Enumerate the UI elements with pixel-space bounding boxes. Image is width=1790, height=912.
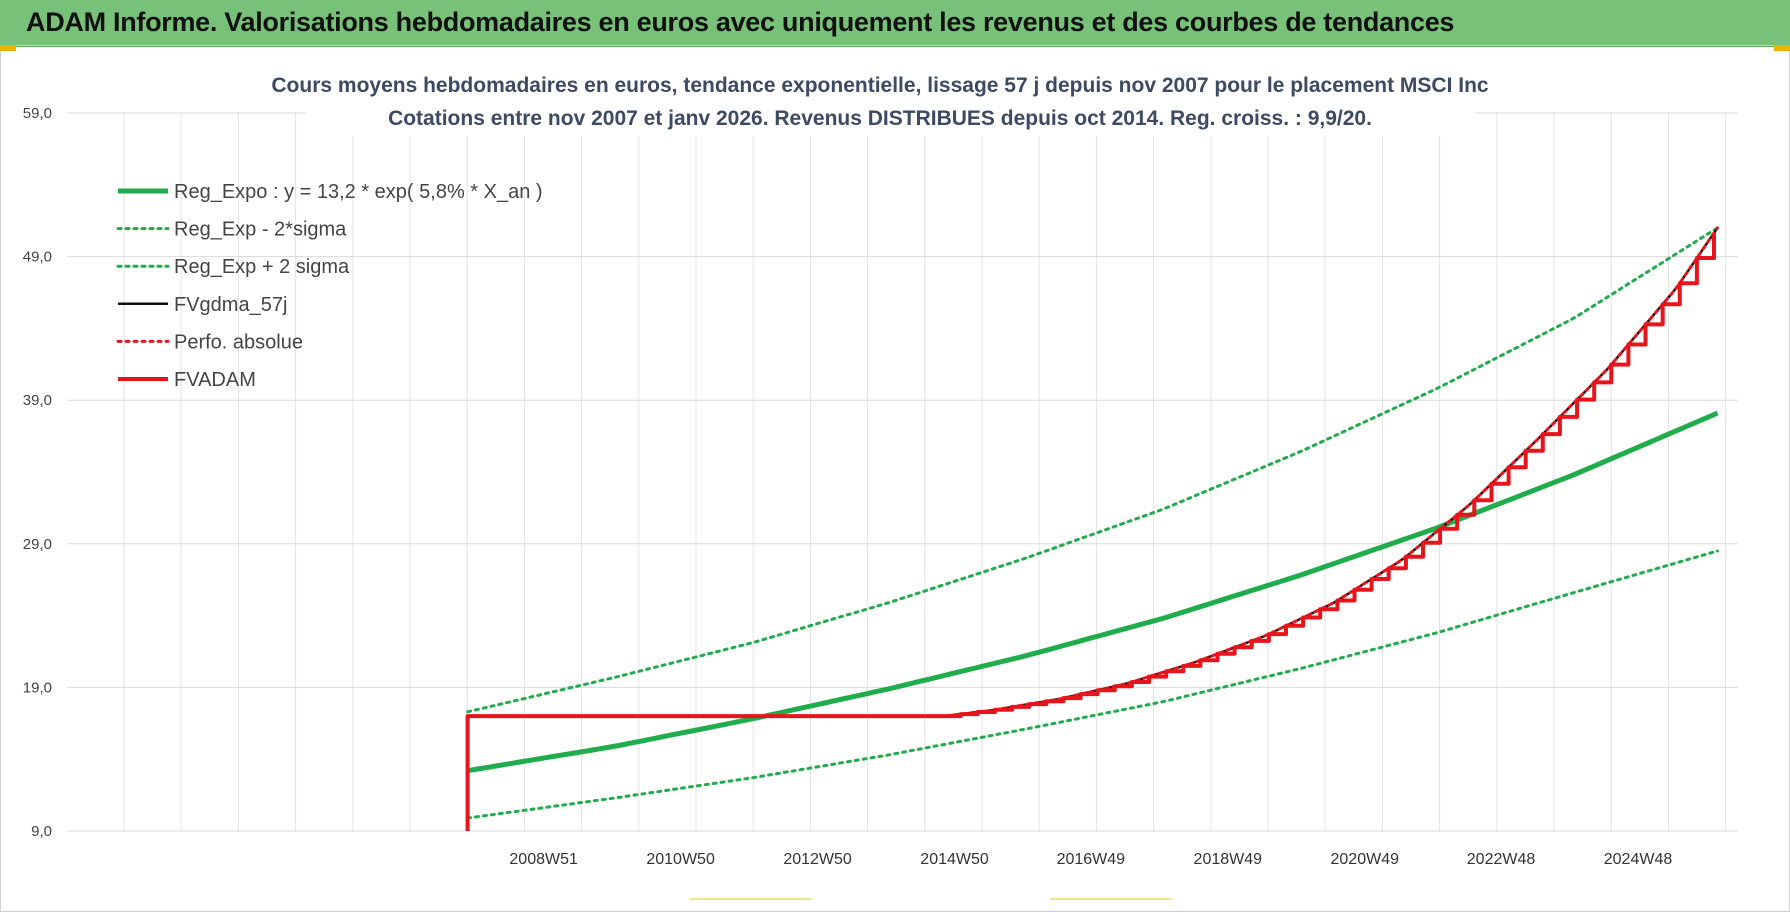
chart-title-line-2: Cotations entre nov 2007 et janv 2026. R…: [388, 107, 1372, 130]
legend-entry-label: Reg_Expo : y = 13,2 * exp( 5,8% * X_an ): [174, 181, 543, 203]
y-tick-label: 9,0: [31, 823, 52, 840]
x-tick-label: 2022W48: [1467, 851, 1536, 868]
series-group: [465, 226, 1719, 831]
series-line-3: [467, 227, 1719, 718]
legend-entry-label: FVADAM: [174, 369, 256, 391]
x-tick-label: 2008W51: [509, 851, 578, 868]
legend-entry-label: FVgdma_57j: [174, 294, 287, 316]
report-title: ADAM Informe. Valorisations hebdomadaire…: [26, 7, 1455, 37]
x-tick-label: 2014W50: [920, 851, 989, 868]
x-tick-label: 2018W49: [1194, 851, 1263, 868]
y-tick-label: 39,0: [23, 392, 52, 409]
legend-entry-label: Reg_Exp - 2*sigma: [174, 219, 347, 241]
series-line-2: [466, 226, 1719, 714]
x-axis: 2008W51 2010W50 2012W50 2014W50 2016W49 2018W…: [509, 851, 1672, 868]
x-tick-label: 2010W50: [646, 851, 715, 868]
x-tick-label: 2012W50: [783, 851, 852, 868]
x-tick-label: 2024W48: [1604, 851, 1673, 868]
frame-corner-marker: [0, 45, 16, 51]
y-tick-label: 49,0: [23, 249, 52, 266]
y-axis: 59,0 49,0 39,0 29,0 19,0 9,0: [23, 105, 52, 840]
series-line-0: [467, 410, 1719, 774]
frame-corner-marker: [1774, 45, 1790, 51]
series-line-5: [465, 232, 1716, 831]
x-tick-label: 2020W49: [1331, 851, 1400, 868]
y-tick-label: 59,0: [23, 105, 52, 122]
chart-grid: [67, 68, 1738, 832]
title-backdrop: [305, 68, 1475, 136]
y-tick-label: 29,0: [23, 536, 52, 553]
y-tick-label: 19,0: [23, 679, 52, 696]
series-line-1: [466, 549, 1719, 820]
chart-title-line-1: Cours moyens hebdomadaires en euros, ten…: [271, 74, 1489, 97]
legend-entry-label: Reg_Exp + 2 sigma: [174, 256, 350, 278]
legend-entry-label: Perfo. absolue: [174, 331, 303, 353]
x-tick-label: 2016W49: [1057, 851, 1126, 868]
series-line-4: [466, 226, 1719, 718]
report-banner: ADAM Informe. Valorisations hebdomadaire…: [0, 0, 1790, 47]
legend: Reg_Expo : y = 13,2 * exp( 5,8% * X_an )…: [116, 181, 543, 391]
